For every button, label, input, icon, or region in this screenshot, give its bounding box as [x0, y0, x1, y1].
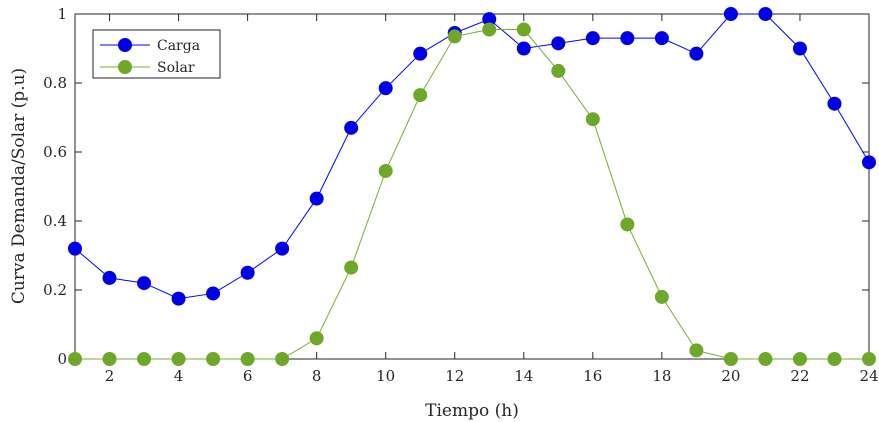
- y-tick-label: 0.4: [43, 212, 67, 230]
- data-point-solar: [723, 352, 738, 366]
- data-point-carga: [551, 36, 566, 51]
- data-point-solar: [689, 343, 704, 358]
- legend-label-solar: Solar: [157, 60, 195, 76]
- data-point-solar: [447, 29, 462, 44]
- data-point-solar: [482, 22, 497, 37]
- data-point-solar: [206, 352, 221, 366]
- data-point-solar: [102, 352, 117, 366]
- legend-marker-solar: [118, 60, 132, 74]
- data-point-carga: [620, 31, 635, 46]
- data-point-solar: [68, 352, 82, 366]
- x-tick-label: 6: [243, 367, 253, 385]
- x-tick-label: 16: [583, 367, 602, 385]
- data-point-carga: [344, 120, 359, 135]
- x-tick-label: 10: [376, 367, 395, 385]
- data-point-solar: [827, 352, 842, 366]
- legend-marker-carga: [118, 38, 132, 52]
- y-tick-label: 0.6: [43, 143, 67, 161]
- y-tick-label: 0.2: [43, 281, 67, 299]
- y-tick-label: 1: [57, 5, 67, 23]
- data-point-carga: [137, 276, 152, 291]
- data-point-carga: [862, 155, 876, 170]
- x-tick-label: 8: [312, 367, 322, 385]
- y-tick-label: 0: [57, 350, 67, 368]
- data-point-carga: [240, 265, 255, 280]
- data-point-carga: [689, 46, 704, 61]
- data-point-carga: [413, 46, 428, 61]
- data-point-carga: [516, 41, 531, 56]
- data-point-carga: [585, 31, 600, 46]
- x-tick-label: 12: [445, 367, 464, 385]
- x-tick-label: 18: [652, 367, 671, 385]
- series-layer: [68, 7, 876, 366]
- data-point-carga: [758, 7, 773, 21]
- data-point-solar: [758, 352, 773, 366]
- data-point-solar: [171, 352, 186, 366]
- x-tick-label: 14: [514, 367, 533, 385]
- y-axis-title: Curva Demanda/Solar (p.u): [9, 68, 29, 304]
- legend-label-carga: Carga: [157, 38, 200, 54]
- data-point-carga: [723, 7, 738, 21]
- x-tick-label: 24: [859, 367, 878, 385]
- data-point-carga: [206, 286, 221, 301]
- x-tick-label: 4: [174, 367, 184, 385]
- data-point-carga: [171, 291, 186, 306]
- data-point-solar: [309, 331, 324, 346]
- data-point-solar: [516, 22, 531, 37]
- x-axis-title: Tiempo (h): [425, 401, 519, 421]
- x-axis-ticks: 2 4 6 8 10 12 14 16 18 20 22 24: [105, 14, 879, 385]
- data-point-carga: [309, 191, 324, 206]
- legend-box: [92, 29, 221, 79]
- x-tick-label: 20: [721, 367, 740, 385]
- x-tick-label: 22: [790, 367, 809, 385]
- data-point-solar: [137, 352, 152, 366]
- data-point-solar: [585, 112, 600, 127]
- data-point-solar: [620, 217, 635, 232]
- data-point-solar: [862, 352, 876, 366]
- data-point-solar: [378, 163, 393, 178]
- data-point-carga: [275, 241, 290, 256]
- x-tick-label: 2: [105, 367, 115, 385]
- y-tick-label: 0.8: [43, 74, 67, 92]
- data-point-carga: [378, 81, 393, 96]
- data-point-carga: [827, 96, 842, 111]
- data-point-solar: [275, 352, 290, 366]
- data-point-solar: [551, 63, 566, 78]
- data-point-carga: [102, 270, 117, 285]
- data-point-carga: [792, 41, 807, 56]
- data-point-carga: [68, 241, 82, 256]
- data-point-solar: [240, 352, 255, 366]
- data-point-solar: [344, 260, 359, 275]
- legend: Carga Solar: [92, 29, 221, 79]
- data-point-solar: [654, 289, 669, 304]
- data-point-solar: [413, 88, 428, 103]
- y-axis-ticks: 0 0.2 0.4 0.6 0.8 1: [43, 5, 869, 368]
- data-point-solar: [792, 352, 807, 366]
- data-point-carga: [654, 31, 669, 46]
